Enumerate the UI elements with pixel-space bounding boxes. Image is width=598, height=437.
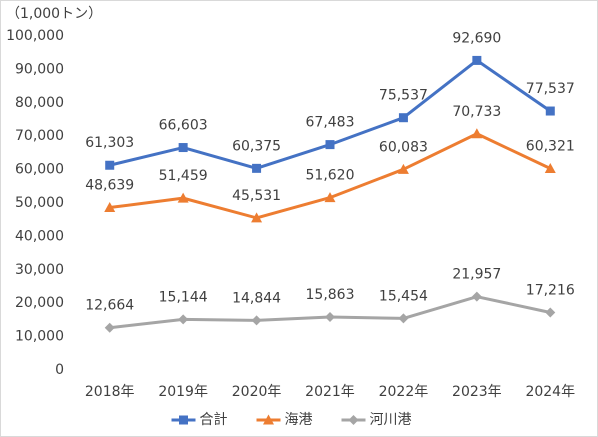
legend-label: 海港 bbox=[285, 412, 313, 428]
y-tick-label: 50,000 bbox=[15, 195, 64, 211]
y-tick-label: 80,000 bbox=[15, 95, 64, 111]
data-label: 75,537 bbox=[379, 88, 428, 104]
x-tick-label: 2019年 bbox=[158, 384, 208, 400]
legend-label: 河川港 bbox=[370, 412, 412, 428]
data-point bbox=[177, 192, 189, 203]
data-label: 12,664 bbox=[85, 298, 134, 314]
y-tick-label: 10,000 bbox=[15, 329, 64, 345]
data-point bbox=[251, 212, 263, 223]
data-label: 15,454 bbox=[379, 288, 428, 304]
legend-label: 合計 bbox=[200, 412, 228, 428]
data-point bbox=[472, 55, 482, 65]
legend-marker bbox=[179, 415, 188, 425]
data-point bbox=[178, 143, 188, 153]
data-point bbox=[251, 315, 262, 326]
x-tick-label: 2023年 bbox=[452, 384, 502, 400]
y-tick-label: 0 bbox=[55, 362, 64, 378]
data-label: 48,639 bbox=[85, 178, 134, 194]
data-point bbox=[104, 202, 116, 213]
data-point bbox=[545, 106, 555, 116]
y-tick-label: 20,000 bbox=[15, 295, 64, 311]
data-label: 17,216 bbox=[526, 282, 575, 298]
data-point bbox=[397, 163, 409, 174]
data-point bbox=[324, 192, 336, 203]
data-label: 60,083 bbox=[379, 139, 428, 155]
data-point bbox=[104, 322, 115, 333]
data-label: 70,733 bbox=[452, 104, 501, 120]
data-point bbox=[471, 128, 483, 139]
y-tick-label: 40,000 bbox=[15, 228, 64, 244]
data-label: 15,863 bbox=[306, 287, 355, 303]
y-tick-label: 90,000 bbox=[15, 61, 64, 77]
x-tick-label: 2018年 bbox=[85, 384, 135, 400]
y-tick-label: 60,000 bbox=[15, 162, 64, 178]
data-label: 77,537 bbox=[526, 81, 575, 97]
data-label: 45,531 bbox=[232, 188, 281, 204]
data-label: 51,459 bbox=[159, 168, 208, 184]
y-tick-label: 100,000 bbox=[6, 28, 64, 44]
legend-marker bbox=[348, 415, 359, 425]
data-point bbox=[105, 160, 115, 170]
data-label: 61,303 bbox=[85, 135, 134, 151]
data-label: 51,620 bbox=[306, 168, 355, 184]
y-tick-label: 30,000 bbox=[15, 262, 64, 278]
y-tick-label: 70,000 bbox=[15, 128, 64, 144]
data-label: 67,483 bbox=[306, 115, 355, 131]
data-point bbox=[252, 163, 262, 173]
data-label: 66,603 bbox=[159, 118, 208, 134]
x-tick-label: 2021年 bbox=[305, 384, 355, 400]
x-tick-label: 2024年 bbox=[525, 384, 575, 400]
data-point bbox=[398, 113, 408, 123]
data-point bbox=[178, 314, 189, 325]
x-tick-label: 2020年 bbox=[232, 384, 282, 400]
data-point bbox=[471, 291, 482, 302]
data-label: 15,144 bbox=[159, 289, 208, 305]
data-label: 92,690 bbox=[452, 30, 501, 46]
data-label: 21,957 bbox=[452, 267, 501, 283]
x-tick-label: 2022年 bbox=[379, 384, 429, 400]
data-point bbox=[325, 312, 335, 323]
data-point bbox=[544, 163, 556, 174]
legend-marker bbox=[263, 414, 274, 425]
data-label: 14,844 bbox=[232, 290, 281, 306]
y-axis-unit: （1,000トン） bbox=[6, 6, 102, 22]
data-label: 60,375 bbox=[232, 138, 281, 154]
data-point bbox=[325, 140, 335, 150]
data-point bbox=[398, 313, 409, 324]
data-label: 60,321 bbox=[526, 139, 575, 155]
data-point bbox=[545, 307, 556, 318]
